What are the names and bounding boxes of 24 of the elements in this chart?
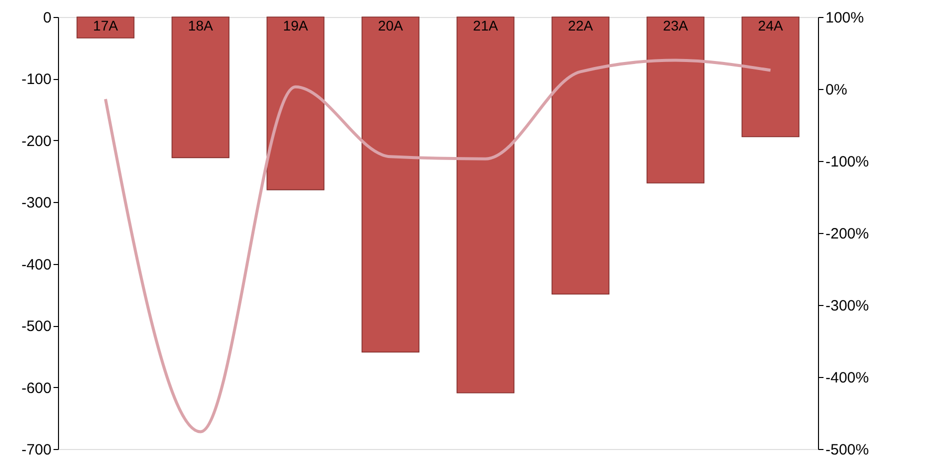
y2-tick-label: -300% (826, 298, 869, 314)
x-tick-label: 22A (568, 18, 594, 34)
y-tick-label: -600 (21, 380, 52, 397)
x-tick-label: 19A (283, 18, 309, 34)
y-tick-label: -200 (21, 132, 52, 150)
x-tick-label: 20A (378, 18, 404, 34)
y-tick-label: -700 (21, 442, 52, 458)
y-tick-label: -500 (21, 318, 52, 336)
y2-tick-label: 0% (826, 82, 848, 98)
y2-tick-label: 100% (826, 10, 864, 26)
y2-tick-label: -400% (826, 370, 869, 386)
x-tick-label: 23A (663, 18, 689, 34)
y-tick-label: -300 (21, 194, 52, 212)
y2-tick-label: -200% (826, 226, 869, 242)
y2-tick-label: -100% (826, 154, 869, 170)
y-tick-label: -100 (21, 71, 52, 88)
y2-tick-label: -500% (826, 442, 869, 458)
x-tick-label: 18A (188, 18, 214, 34)
y-tick-label: 0 (43, 10, 52, 26)
line-series (104, 58, 772, 434)
x-tick-label: 24A (758, 18, 784, 34)
y-tick-label: -400 (21, 256, 52, 274)
x-tick-label: 17A (93, 18, 119, 34)
x-tick-label: 21A (473, 18, 499, 34)
